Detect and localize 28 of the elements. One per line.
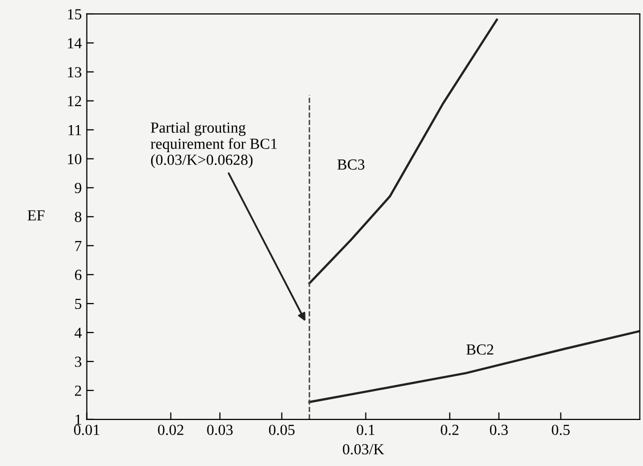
y-tick-label: 3: [75, 356, 82, 367]
x-tick-label: 0.5: [552, 424, 570, 436]
y-tick-label: 8: [74, 212, 82, 222]
y-tick-label: 6: [74, 270, 82, 280]
y-tick-label: 7: [75, 240, 82, 251]
y-axis-title: EF: [28, 210, 44, 220]
annotation: Partial grouting requirement for BC1 (0.03/K>0.0628): [150, 122, 277, 168]
series-label: BC2: [466, 344, 494, 355]
x-tick-label: 0.01: [74, 424, 100, 436]
x-axis-title: 0.03/K: [342, 444, 384, 454]
y-tick-label: 1: [76, 414, 82, 425]
y-tick-label: 14: [68, 38, 82, 48]
y-tick-label: 11: [68, 125, 82, 136]
x-tick-label: 0.02: [158, 424, 184, 436]
y-tick-label: 5: [75, 298, 82, 310]
x-tick-label: 0.1: [356, 424, 374, 436]
y-tick-label: 4: [74, 328, 82, 338]
x-tick-label: 0.2: [440, 424, 458, 436]
y-tick-label: 12: [68, 96, 82, 106]
y-tick-label: 2: [74, 386, 82, 396]
x-tick-label: 0.3: [490, 424, 508, 436]
y-tick-label: 15: [68, 9, 82, 20]
x-tick-label: 0.05: [269, 424, 295, 436]
text: BC3: [337, 159, 364, 170]
y-tick-label: 9: [74, 182, 82, 194]
y-tick-label: 13: [68, 67, 82, 78]
y-tick-label: 10: [68, 154, 82, 164]
x-tick-label: 0.03: [207, 424, 233, 436]
